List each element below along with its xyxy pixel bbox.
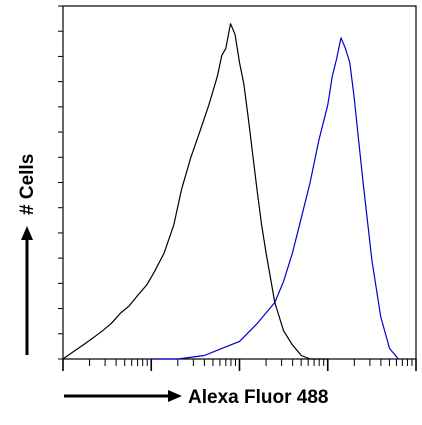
y-axis-arrow-head	[21, 226, 33, 240]
series-layer	[62, 23, 399, 360]
y-axis-label: # Cells	[17, 154, 38, 215]
x-axis-arrow-head	[168, 390, 182, 402]
x-axis-ticks	[62, 359, 417, 371]
series-line-1	[62, 23, 328, 360]
x-axis-label: Alexa Fluor 488	[188, 387, 328, 408]
y-axis-ticks	[58, 5, 63, 360]
series-line-2	[151, 37, 399, 360]
